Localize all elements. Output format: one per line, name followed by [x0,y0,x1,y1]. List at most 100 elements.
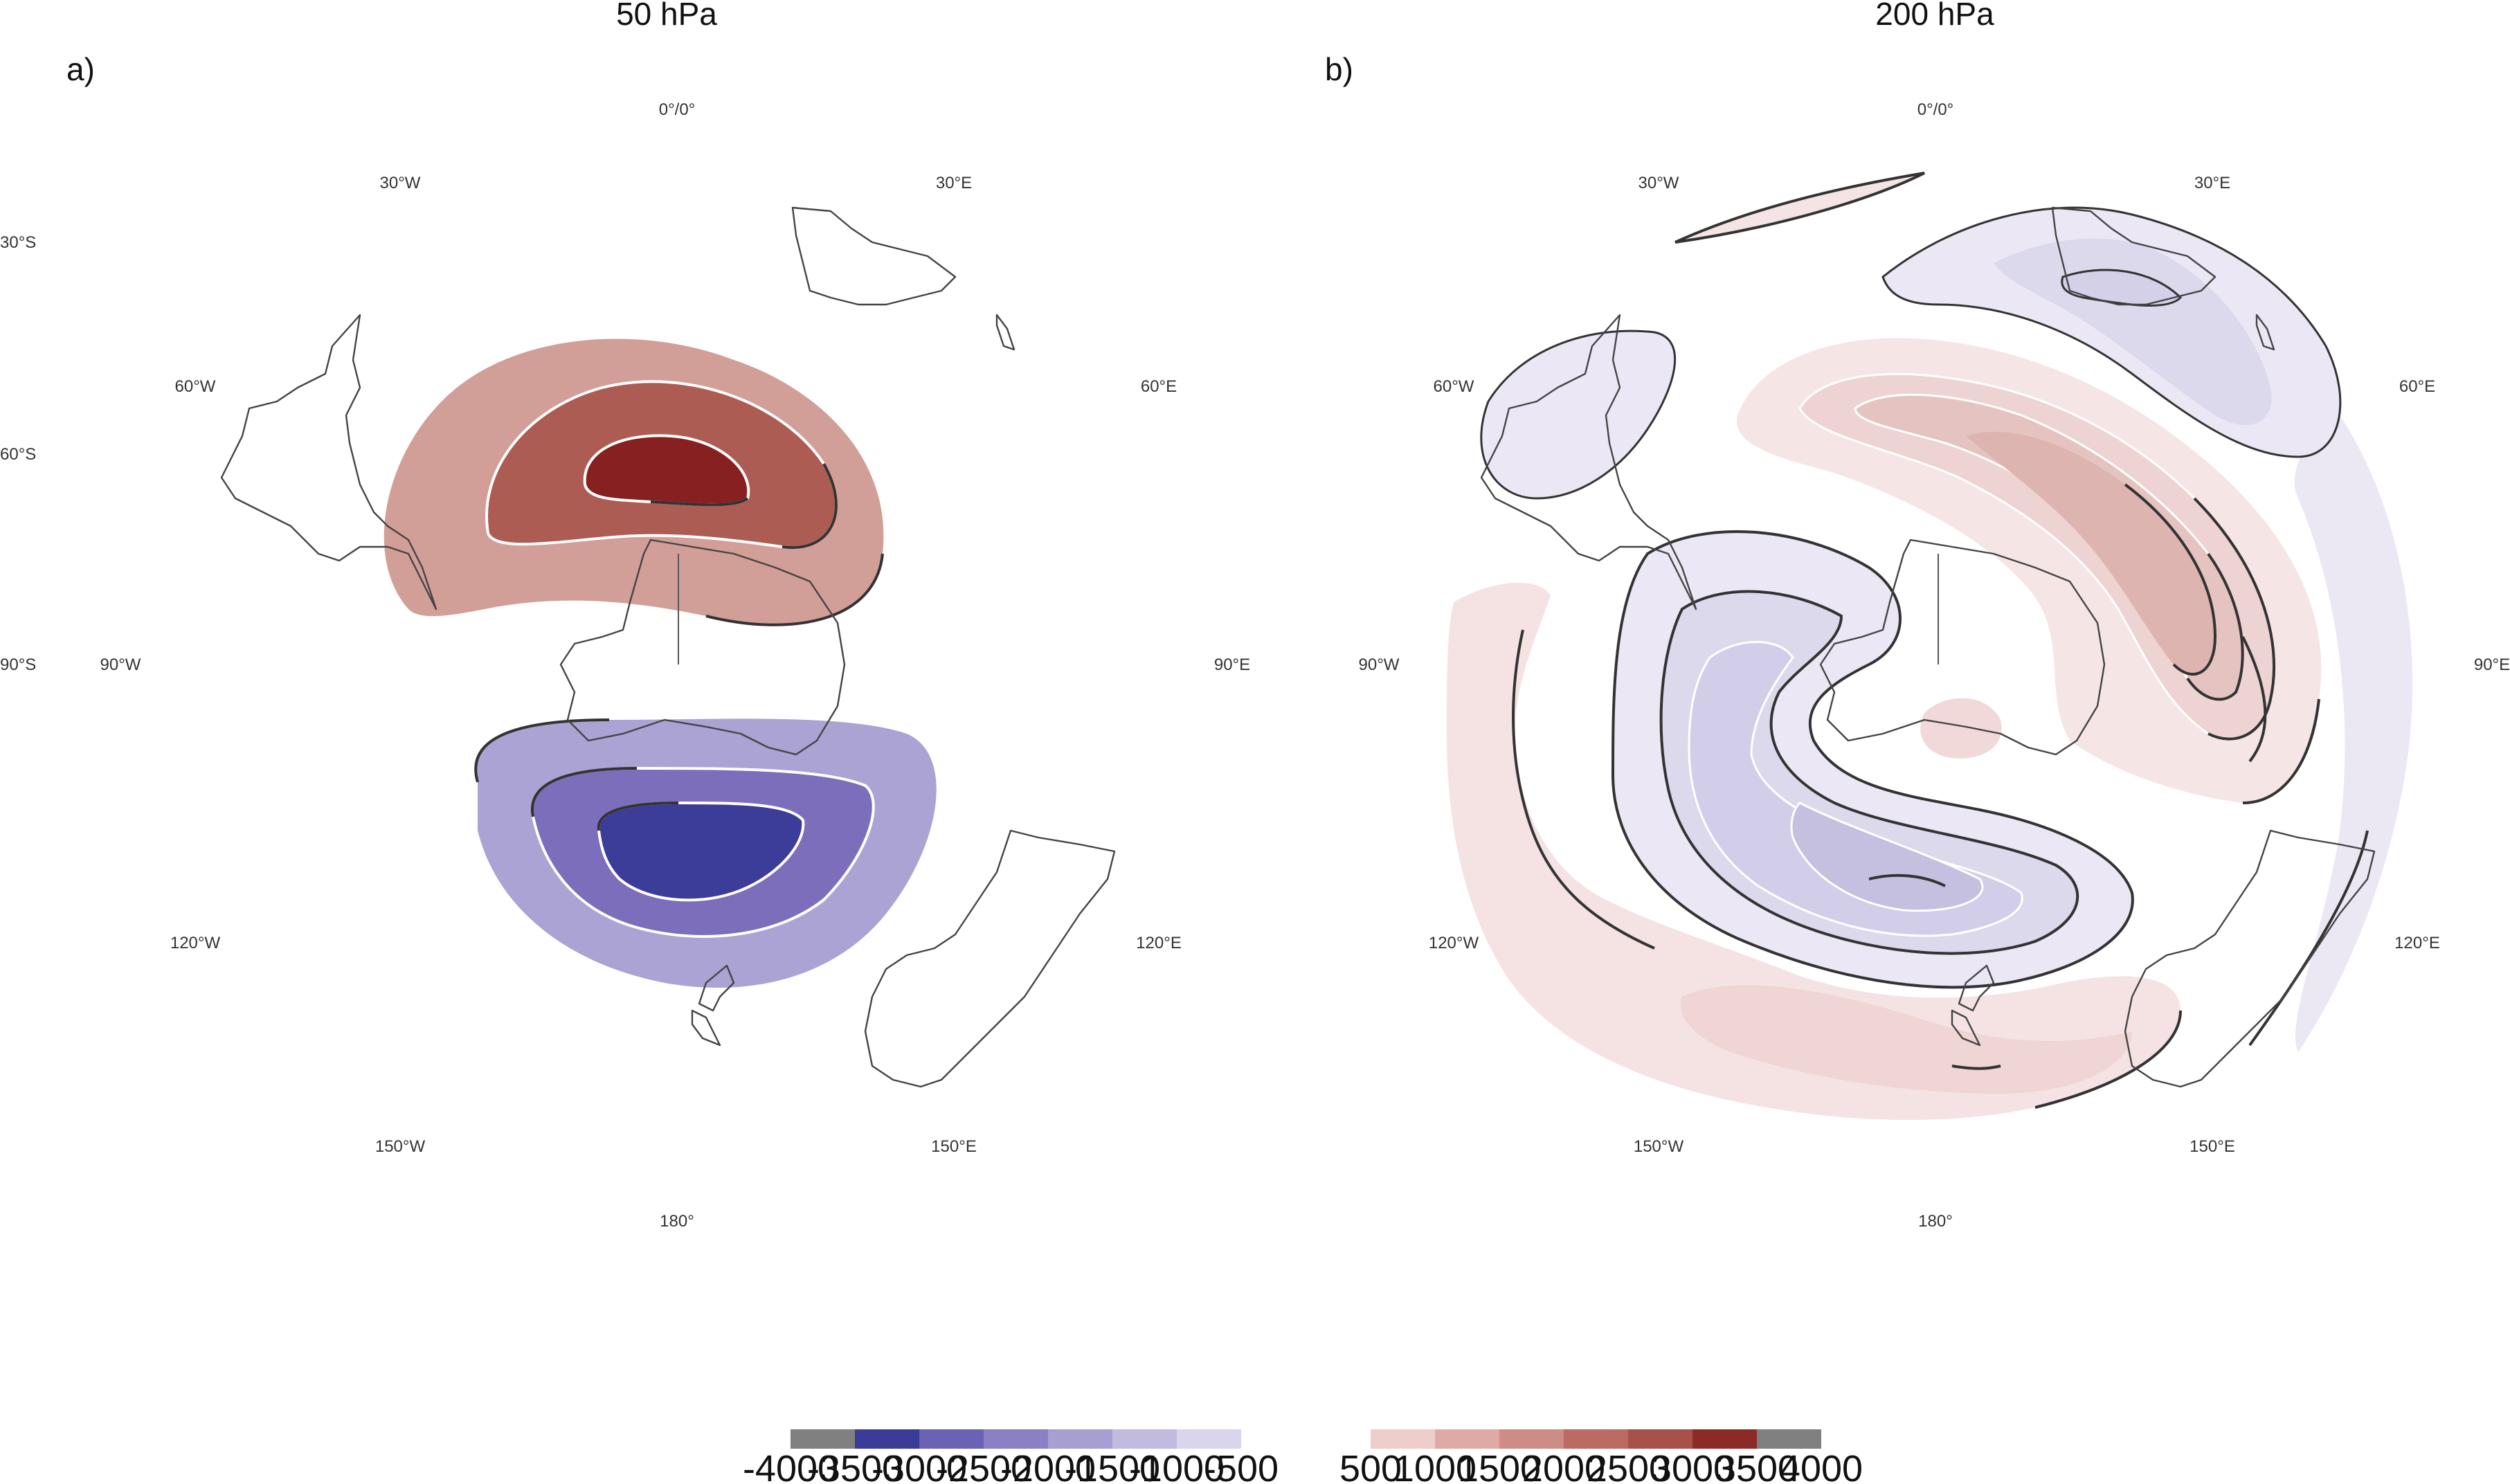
contour-line [2186,552,2244,701]
colorbar-tick-label: -3000 [872,1448,967,1484]
colorbar-tick-label: 500 [1339,1448,1402,1484]
new-zealand-south-coast [1951,1009,1981,1047]
contour-line [2124,483,2217,676]
colorbar-tick-label: 3500 [1715,1448,1798,1484]
positive-arc-bottom [1447,582,2369,1121]
contour-fill-neg-1500 [2061,269,2183,307]
contour-line [474,718,610,783]
colorbar-tick-label: -3500 [807,1448,903,1484]
coastlines [220,206,1116,1088]
contour-line [597,802,679,831]
panel-a-letter: a) [66,51,95,87]
colorbar-tick-label: 3000 [1651,1448,1734,1484]
colorbar-negative: -4000-3500-3000-2500-2000-1500-1000-500 [743,1429,1279,1484]
new-zealand-coast [1958,964,1995,1012]
label-lon-90e: 90°E [2474,655,2510,674]
contour-fill-pos-top [1674,172,1925,244]
new-zealand-coast [698,964,735,1012]
contour-fill-pos-1000 [1681,985,2132,1094]
colorbar-tick-label: -1000 [1129,1448,1225,1484]
colorbar-tick-label: 2500 [1587,1448,1670,1484]
madagascar-coast [995,314,1015,351]
contour-fill-neg-far [2294,415,2413,1052]
contour-fill-neg-sa [1480,329,1677,500]
colorbar-swatch [1435,1429,1499,1449]
contour-line [705,553,884,626]
label-lon-120e: 120°E [2394,934,2440,952]
label-lat-60s: 60°S [0,445,36,464]
colorbar-swatch [1692,1429,1757,1449]
panel-b-letter: b) [1325,51,1353,87]
contour-fill-pos-center [1920,698,2002,759]
label-lon-90e: 90°E [1214,655,1250,674]
label-lon-90w: 90°W [1359,655,1400,674]
label-lon-120e: 120°E [1136,934,1182,952]
colorbar-swatch [1499,1429,1564,1449]
colorbar-tick-label: -2500 [936,1448,1031,1484]
label-lon-60e: 60°E [2399,377,2435,396]
contour-line [650,497,749,507]
label-lon-60e: 60°E [1141,377,1177,396]
label-lon-180: 180° [1918,1212,1953,1231]
colorbar-tick-label: 2000 [1522,1448,1605,1484]
label-lon-0: 0°/0° [659,100,696,119]
contour-line [1868,874,1946,887]
label-lon-180: 180° [660,1212,694,1231]
antarctica-coast [1819,539,2106,756]
panel-a: 50 hPa a) [0,0,1250,1231]
contour-fill-pos-500 [1447,582,2181,1121]
positive-lobe-main [1736,338,2322,804]
contour-fill-3000 [583,434,750,507]
colorbar-swatch [919,1429,984,1449]
label-lon-120w: 120°W [1429,934,1479,952]
colorbar-swatch [1112,1429,1177,1449]
label-lon-120w: 120°W [170,934,221,952]
colorbar-swatch [855,1429,919,1449]
label-lon-30w: 30°W [1638,174,1679,192]
colorbar-swatch [1371,1429,1435,1449]
colorbar-tick-label: 4000 [1780,1448,1863,1484]
colorbar-tick-label: -4000 [743,1448,838,1484]
colorbar-tick-label: 1000 [1393,1448,1477,1484]
contour-fill-pos-2000 [1966,431,2215,675]
coordinate-labels: 0°/0° 30°W 30°E 60°W 60°E 90°W 90°E 120°… [0,100,1250,1231]
australia-coast [864,829,1116,1088]
negative-anomaly-lobe [474,718,937,988]
panel-a-title: 50 hPa [616,0,717,32]
contour-line [530,767,638,817]
label-lon-60w: 60°W [175,377,216,396]
colorbar-tick-label: -500 [1204,1448,1279,1484]
label-lon-90w: 90°W [100,655,141,674]
contour-fill-neg-2000 [1790,802,1984,912]
colorbar-swatch [1048,1429,1112,1449]
positive-anomaly-lobe [383,338,884,626]
label-lon-30w: 30°W [380,174,421,192]
contour-line [2034,1010,2182,1109]
label-lat-30s: 30°S [0,233,36,252]
label-lon-30e: 30°E [2194,174,2230,192]
colorbar-swatch [1564,1429,1628,1449]
colorbar-swatch [984,1429,1048,1449]
colorbar-swatch [1628,1429,1692,1449]
panel-b-title: 200 hPa [1875,0,1994,32]
negative-lobe-upper [1881,206,2342,458]
label-lon-150w: 150°W [1634,1137,1684,1156]
antarctica-coast [559,539,846,756]
label-lon-150e: 150°E [931,1137,977,1156]
colorbar-tick-label: 1500 [1458,1448,1541,1484]
africa-coast [2051,206,2216,306]
coordinate-labels: 0°/0° 30°W 30°E 60°W 60°E 90°W 90°E 120°… [1359,100,2510,1231]
colorbar-swatch [791,1429,855,1449]
contour-line [782,463,838,550]
label-lon-30e: 30°E [936,174,972,192]
new-zealand-south-coast [691,1009,721,1047]
contour-line [1951,1065,2001,1070]
contour-line [2241,636,2267,763]
contour-line [1512,629,1655,950]
label-lon-60w: 60°W [1434,377,1474,396]
label-lon-150e: 150°E [2190,1137,2235,1156]
africa-coast [791,206,957,306]
label-lon-0: 0°/0° [1917,100,1954,119]
label-lon-150w: 150°W [375,1137,426,1156]
